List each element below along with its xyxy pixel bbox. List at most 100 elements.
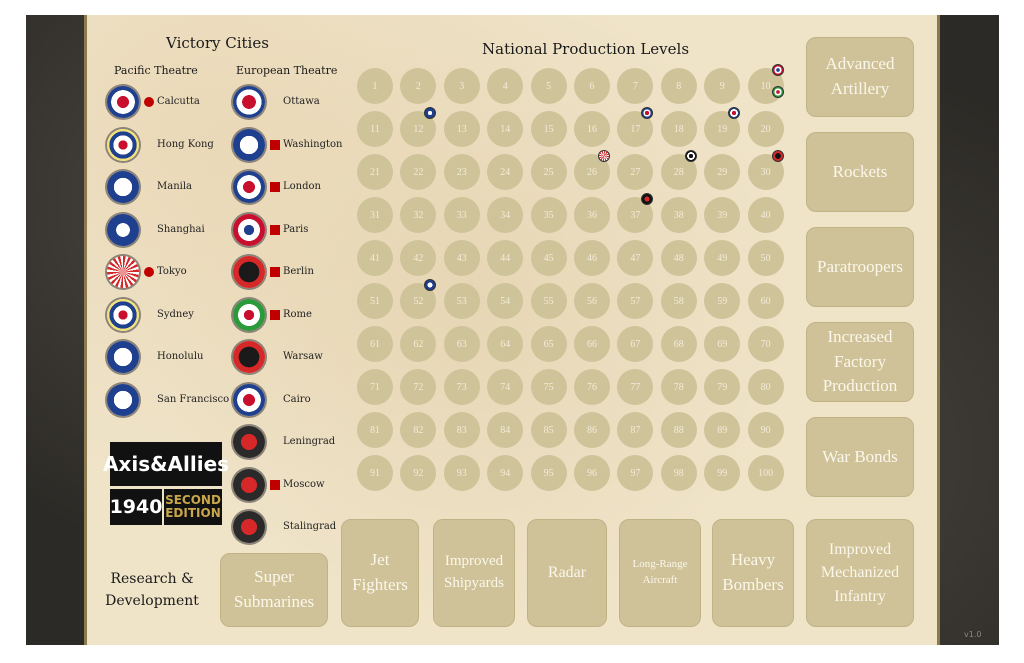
production-level-cell[interactable]: 64 bbox=[487, 326, 524, 362]
production-level-cell[interactable]: 57 bbox=[617, 283, 654, 319]
production-level-cell[interactable]: 97 bbox=[617, 455, 654, 491]
production-level-cell[interactable]: 44 bbox=[487, 240, 524, 276]
production-level-cell[interactable]: 1 bbox=[357, 68, 393, 104]
production-level-cell[interactable]: 49 bbox=[704, 240, 741, 276]
usa-production-marker[interactable] bbox=[424, 279, 437, 291]
production-level-cell[interactable]: 25 bbox=[530, 154, 567, 190]
uk-production-marker[interactable] bbox=[641, 107, 654, 119]
production-level-cell[interactable]: 39 bbox=[704, 197, 741, 233]
production-level-cell[interactable]: 83 bbox=[443, 412, 480, 448]
production-level-cell[interactable]: 43 bbox=[443, 240, 480, 276]
production-level-cell[interactable]: 16 bbox=[574, 111, 610, 147]
production-level-cell[interactable]: 99 bbox=[704, 455, 741, 491]
production-level-cell[interactable]: 6 bbox=[574, 68, 610, 104]
production-level-cell[interactable]: 65 bbox=[530, 326, 567, 362]
production-level-cell[interactable]: 76 bbox=[574, 369, 610, 405]
production-level-cell[interactable]: 15 bbox=[530, 111, 567, 147]
italy-production-marker[interactable] bbox=[771, 86, 784, 98]
tech-box-long-range-aircraft[interactable]: Long-Range Aircraft bbox=[619, 519, 701, 627]
production-level-cell[interactable]: 82 bbox=[400, 412, 437, 448]
production-level-cell[interactable]: 51 bbox=[357, 283, 393, 319]
production-level-cell[interactable]: 80 bbox=[747, 369, 784, 405]
production-level-cell[interactable]: 96 bbox=[574, 455, 610, 491]
production-level-cell[interactable]: 89 bbox=[704, 412, 741, 448]
production-level-cell[interactable]: 2 bbox=[400, 68, 437, 104]
production-level-cell[interactable]: 8 bbox=[660, 68, 697, 104]
production-level-cell[interactable]: 72 bbox=[400, 369, 437, 405]
production-level-cell[interactable]: 78 bbox=[660, 369, 697, 405]
tech-box-super-submarines[interactable]: Super Submarines bbox=[220, 553, 328, 627]
production-level-cell[interactable]: 31 bbox=[357, 197, 393, 233]
production-level-cell[interactable]: 92 bbox=[400, 455, 437, 491]
production-level-cell[interactable]: 35 bbox=[530, 197, 567, 233]
production-level-cell[interactable]: 9 bbox=[704, 68, 741, 104]
production-level-cell[interactable]: 81 bbox=[357, 412, 393, 448]
production-level-cell[interactable]: 86 bbox=[574, 412, 610, 448]
china-production-marker[interactable] bbox=[424, 107, 437, 119]
production-level-cell[interactable]: 46 bbox=[574, 240, 610, 276]
production-level-cell[interactable]: 77 bbox=[617, 369, 654, 405]
production-level-cell[interactable]: 56 bbox=[574, 283, 610, 319]
production-level-cell[interactable]: 70 bbox=[747, 326, 784, 362]
production-level-cell[interactable]: 53 bbox=[443, 283, 480, 319]
production-level-cell[interactable]: 23 bbox=[443, 154, 480, 190]
production-level-cell[interactable]: 40 bbox=[747, 197, 784, 233]
production-level-cell[interactable]: 50 bbox=[747, 240, 784, 276]
production-level-cell[interactable]: 69 bbox=[704, 326, 741, 362]
production-level-cell[interactable]: 100 bbox=[747, 455, 784, 491]
production-level-cell[interactable]: 88 bbox=[660, 412, 697, 448]
uk-europe-production-marker[interactable] bbox=[728, 107, 741, 119]
tech-box-increased-factory-production[interactable]: Increased Factory Production bbox=[806, 322, 914, 402]
production-level-cell[interactable]: 11 bbox=[357, 111, 393, 147]
production-level-cell[interactable]: 68 bbox=[660, 326, 697, 362]
production-level-cell[interactable]: 27 bbox=[617, 154, 654, 190]
production-level-cell[interactable]: 87 bbox=[617, 412, 654, 448]
production-level-cell[interactable]: 22 bbox=[400, 154, 437, 190]
production-level-cell[interactable]: 94 bbox=[487, 455, 524, 491]
production-level-cell[interactable]: 20 bbox=[747, 111, 784, 147]
production-level-cell[interactable]: 62 bbox=[400, 326, 437, 362]
production-level-cell[interactable]: 32 bbox=[400, 197, 437, 233]
production-level-cell[interactable]: 61 bbox=[357, 326, 393, 362]
production-level-cell[interactable]: 29 bbox=[704, 154, 741, 190]
production-level-cell[interactable]: 84 bbox=[487, 412, 524, 448]
production-level-cell[interactable]: 41 bbox=[357, 240, 393, 276]
production-level-cell[interactable]: 5 bbox=[530, 68, 567, 104]
production-level-cell[interactable]: 75 bbox=[530, 369, 567, 405]
production-level-cell[interactable]: 59 bbox=[704, 283, 741, 319]
production-level-cell[interactable]: 48 bbox=[660, 240, 697, 276]
production-level-cell[interactable]: 79 bbox=[704, 369, 741, 405]
production-level-cell[interactable]: 85 bbox=[530, 412, 567, 448]
production-level-cell[interactable]: 93 bbox=[443, 455, 480, 491]
production-level-cell[interactable]: 24 bbox=[487, 154, 524, 190]
anzac-production-marker[interactable] bbox=[684, 150, 697, 162]
production-level-cell[interactable]: 60 bbox=[747, 283, 784, 319]
production-level-cell[interactable]: 14 bbox=[487, 111, 524, 147]
production-level-cell[interactable]: 74 bbox=[487, 369, 524, 405]
production-level-cell[interactable]: 98 bbox=[660, 455, 697, 491]
production-level-cell[interactable]: 36 bbox=[574, 197, 610, 233]
tech-box-heavy-bombers[interactable]: Heavy Bombers bbox=[712, 519, 794, 627]
production-level-cell[interactable]: 33 bbox=[443, 197, 480, 233]
france-production-marker[interactable] bbox=[771, 64, 784, 76]
tech-box-jet-fighters[interactable]: Jet Fighters bbox=[341, 519, 419, 627]
japan-production-marker[interactable] bbox=[598, 150, 610, 162]
tech-box-rockets[interactable]: Rockets bbox=[806, 132, 914, 212]
production-level-cell[interactable]: 58 bbox=[660, 283, 697, 319]
production-level-cell[interactable]: 73 bbox=[443, 369, 480, 405]
production-level-cell[interactable]: 4 bbox=[487, 68, 524, 104]
production-level-cell[interactable]: 18 bbox=[660, 111, 697, 147]
tech-box-war-bonds[interactable]: War Bonds bbox=[806, 417, 914, 497]
tech-box-paratroopers[interactable]: Paratroopers bbox=[806, 227, 914, 307]
production-level-cell[interactable]: 7 bbox=[617, 68, 654, 104]
tech-box-improved-shipyards[interactable]: Improved Shipyards bbox=[433, 519, 515, 627]
production-level-cell[interactable]: 95 bbox=[530, 455, 567, 491]
production-level-cell[interactable]: 42 bbox=[400, 240, 437, 276]
tech-box-advanced-artillery[interactable]: Advanced Artillery bbox=[806, 37, 914, 117]
production-level-cell[interactable]: 3 bbox=[443, 68, 480, 104]
production-level-cell[interactable]: 13 bbox=[443, 111, 480, 147]
production-level-cell[interactable]: 54 bbox=[487, 283, 524, 319]
production-level-cell[interactable]: 21 bbox=[357, 154, 393, 190]
production-level-cell[interactable]: 45 bbox=[530, 240, 567, 276]
production-level-cell[interactable]: 71 bbox=[357, 369, 393, 405]
